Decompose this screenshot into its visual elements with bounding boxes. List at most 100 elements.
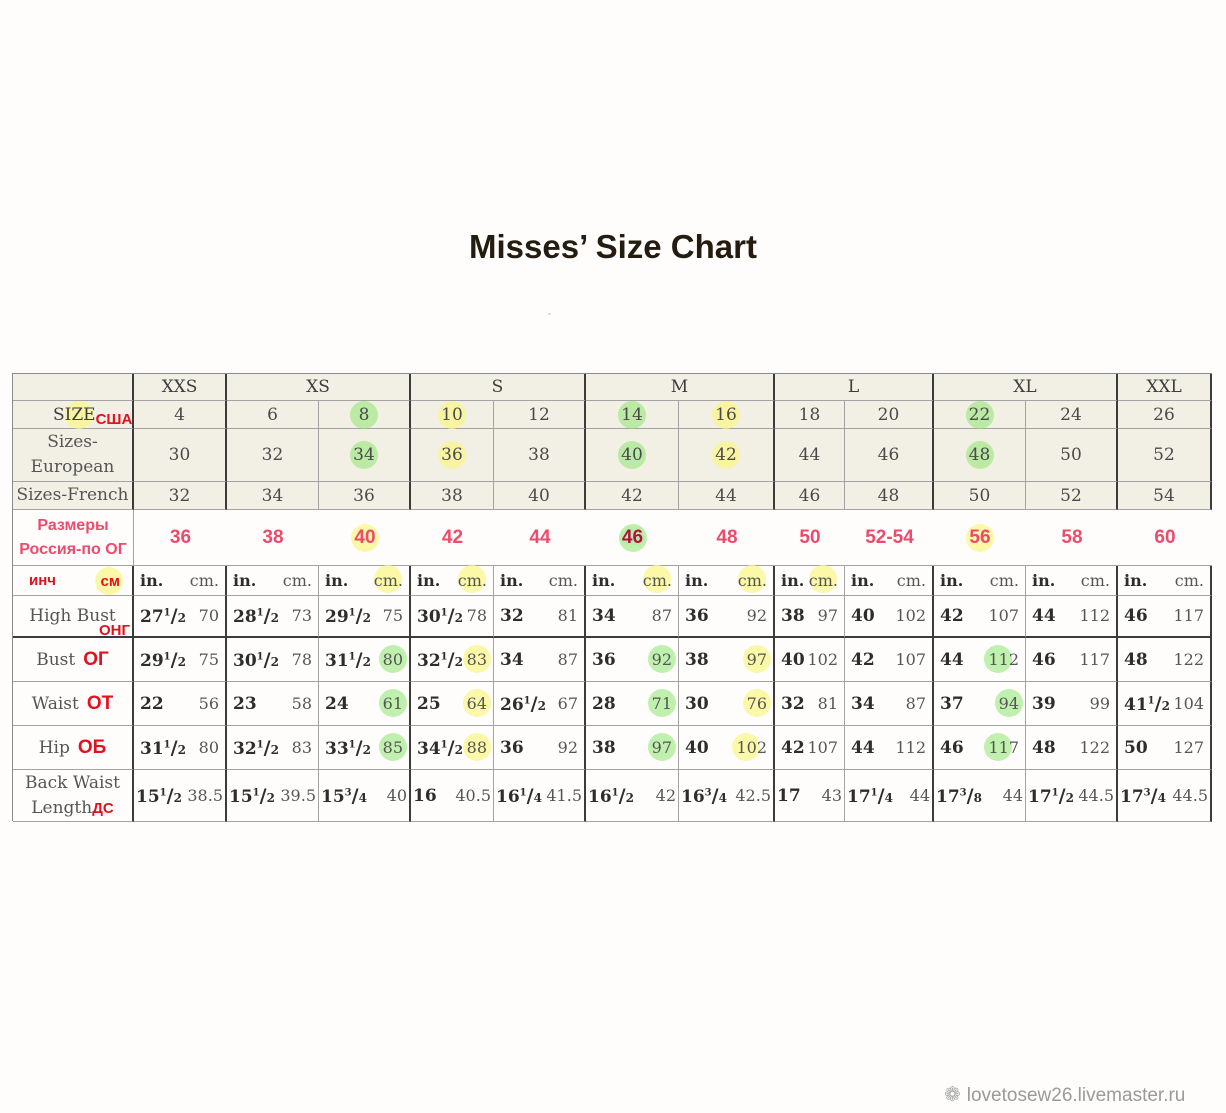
cm-value-wrap: 41.5	[546, 786, 582, 806]
inch-whole: 50	[1124, 737, 1148, 758]
unit-pair: in. cm.	[679, 564, 773, 593]
cm-value-wrap: 102	[732, 732, 767, 761]
russia-size-cell: 40	[319, 510, 411, 566]
letter-size-header: M	[586, 374, 775, 401]
highlight-marker	[647, 644, 676, 673]
russia-size-value: 60	[1154, 526, 1176, 548]
cm-value-wrap: 117	[1079, 650, 1110, 670]
highlight-marker	[350, 441, 378, 469]
cm-value-wrap: 56	[199, 694, 219, 714]
fraction-numerator: 1	[159, 786, 167, 798]
measurement-pair: 48 122	[1118, 650, 1210, 670]
inch-whole: 32	[781, 693, 805, 714]
european-size-value: 52	[1153, 445, 1175, 465]
inch-value: 36	[685, 606, 709, 626]
us-size-value: 20	[877, 404, 900, 425]
inch-whole: 40	[781, 649, 805, 670]
inch-value: 34	[592, 606, 616, 626]
us-size-cell: 6	[227, 401, 319, 429]
measurement-cell: 151/2 39.5	[227, 770, 319, 822]
cm-value: 122	[1079, 737, 1110, 757]
inch-whole: 42	[781, 737, 805, 758]
cm-value-wrap: 87	[558, 650, 578, 670]
unit-inch-label: in.	[500, 571, 524, 590]
russia-size-cell: 36	[134, 510, 227, 566]
cm-value: 99	[1089, 693, 1110, 713]
inch-value: 23	[233, 694, 257, 714]
fraction-slash: /	[263, 736, 271, 759]
cm-value-wrap: 39.5	[280, 786, 316, 806]
cm-value-wrap: 92	[558, 738, 578, 758]
inch-whole: 32	[233, 738, 257, 759]
inch-value: 281/2	[233, 605, 279, 627]
measurement-cell: 50 127	[1118, 726, 1212, 770]
unit-pair: in. cm.	[134, 571, 225, 591]
us-size-value: 6	[267, 404, 278, 425]
fraction-slash: /	[170, 648, 178, 671]
watermark: ❁ lovetosew26.livemaster.ru	[944, 1082, 1185, 1107]
inch-whole: 48	[1124, 649, 1148, 670]
inch-whole: 38	[685, 649, 709, 670]
european-size-value: 44	[798, 445, 821, 465]
measurement-label: High Bust	[29, 605, 116, 626]
russia-size-cell: 56	[934, 510, 1026, 566]
measurement-cell: 25 64	[411, 682, 494, 726]
french-size-cell: 40	[494, 482, 586, 510]
fraction-numerator: 1	[256, 738, 264, 750]
russia-label-cell: Размеры Россия-по ОГ	[13, 510, 134, 566]
measurement-cell: 341/2 88	[411, 726, 494, 770]
european-size-value: 30	[168, 445, 191, 465]
inch-value: 271/2	[140, 605, 186, 627]
unit-cell: in. cm.	[679, 564, 775, 596]
measurement-label-cell: Hip ОБ	[13, 726, 134, 770]
cm-value: 80	[382, 649, 403, 669]
fraction-denominator: 2	[266, 790, 275, 805]
fraction-slash: /	[355, 605, 363, 627]
cm-value-wrap: 73	[292, 606, 312, 626]
measurement-pair: 301/2 78	[227, 649, 318, 671]
inch-whole: 32	[500, 606, 524, 626]
fraction-denominator: 2	[454, 742, 463, 757]
measurement-pair: 34 87	[586, 606, 678, 626]
unit-inch-label: in.	[417, 571, 441, 590]
measurement-pair: 46 117	[934, 732, 1025, 761]
measurement-pair: 39 99	[1026, 694, 1116, 714]
french-size-cell: 32	[134, 482, 227, 510]
letter-size-label: XXS	[161, 377, 198, 397]
cm-value-wrap: 104	[1173, 694, 1204, 714]
measurement-pair: 311/2 80	[319, 644, 409, 673]
cm-value: 107	[895, 649, 926, 669]
inch-value: 261/2	[500, 693, 546, 715]
cm-value: 78	[291, 649, 312, 669]
fraction-denominator: 2	[177, 611, 186, 625]
cm-value: 112	[988, 649, 1019, 669]
cm-value: 61	[382, 693, 403, 713]
french-label: Sizes-French	[16, 485, 129, 505]
inch-whole: 44	[1032, 606, 1056, 626]
usa-annotation: США	[95, 411, 133, 428]
cm-value: 94	[998, 693, 1019, 713]
cm-value: 87	[557, 649, 578, 669]
letter-size-label: M	[670, 377, 689, 397]
cm-value-wrap: 117	[984, 732, 1019, 761]
highlight-marker	[712, 441, 740, 469]
european-label: Sizes-European	[30, 432, 115, 477]
highlight-marker	[462, 732, 491, 761]
cm-value: 39.5	[280, 785, 316, 805]
measurement-cell: 40 102	[775, 638, 845, 682]
highlight-marker	[462, 688, 491, 717]
highlight-marker	[378, 688, 407, 717]
cm-value-wrap: 94	[994, 688, 1023, 717]
highlight-marker	[984, 644, 1013, 673]
inch-value: 48	[1032, 738, 1056, 758]
cm-value-wrap: 78	[292, 650, 312, 670]
unit-inch-label: in.	[140, 571, 164, 590]
unit-cm-wrap: cm.	[1175, 571, 1204, 591]
cm-value-wrap: 122	[1079, 738, 1110, 758]
unit-cm-wrap: cm.	[549, 571, 578, 591]
inch-value: 40	[851, 606, 875, 626]
fraction-numerator: 1	[519, 786, 527, 798]
highlight-marker	[618, 523, 647, 552]
unit-pair: in. cm.	[775, 564, 844, 593]
fraction-slash: /	[259, 784, 267, 807]
